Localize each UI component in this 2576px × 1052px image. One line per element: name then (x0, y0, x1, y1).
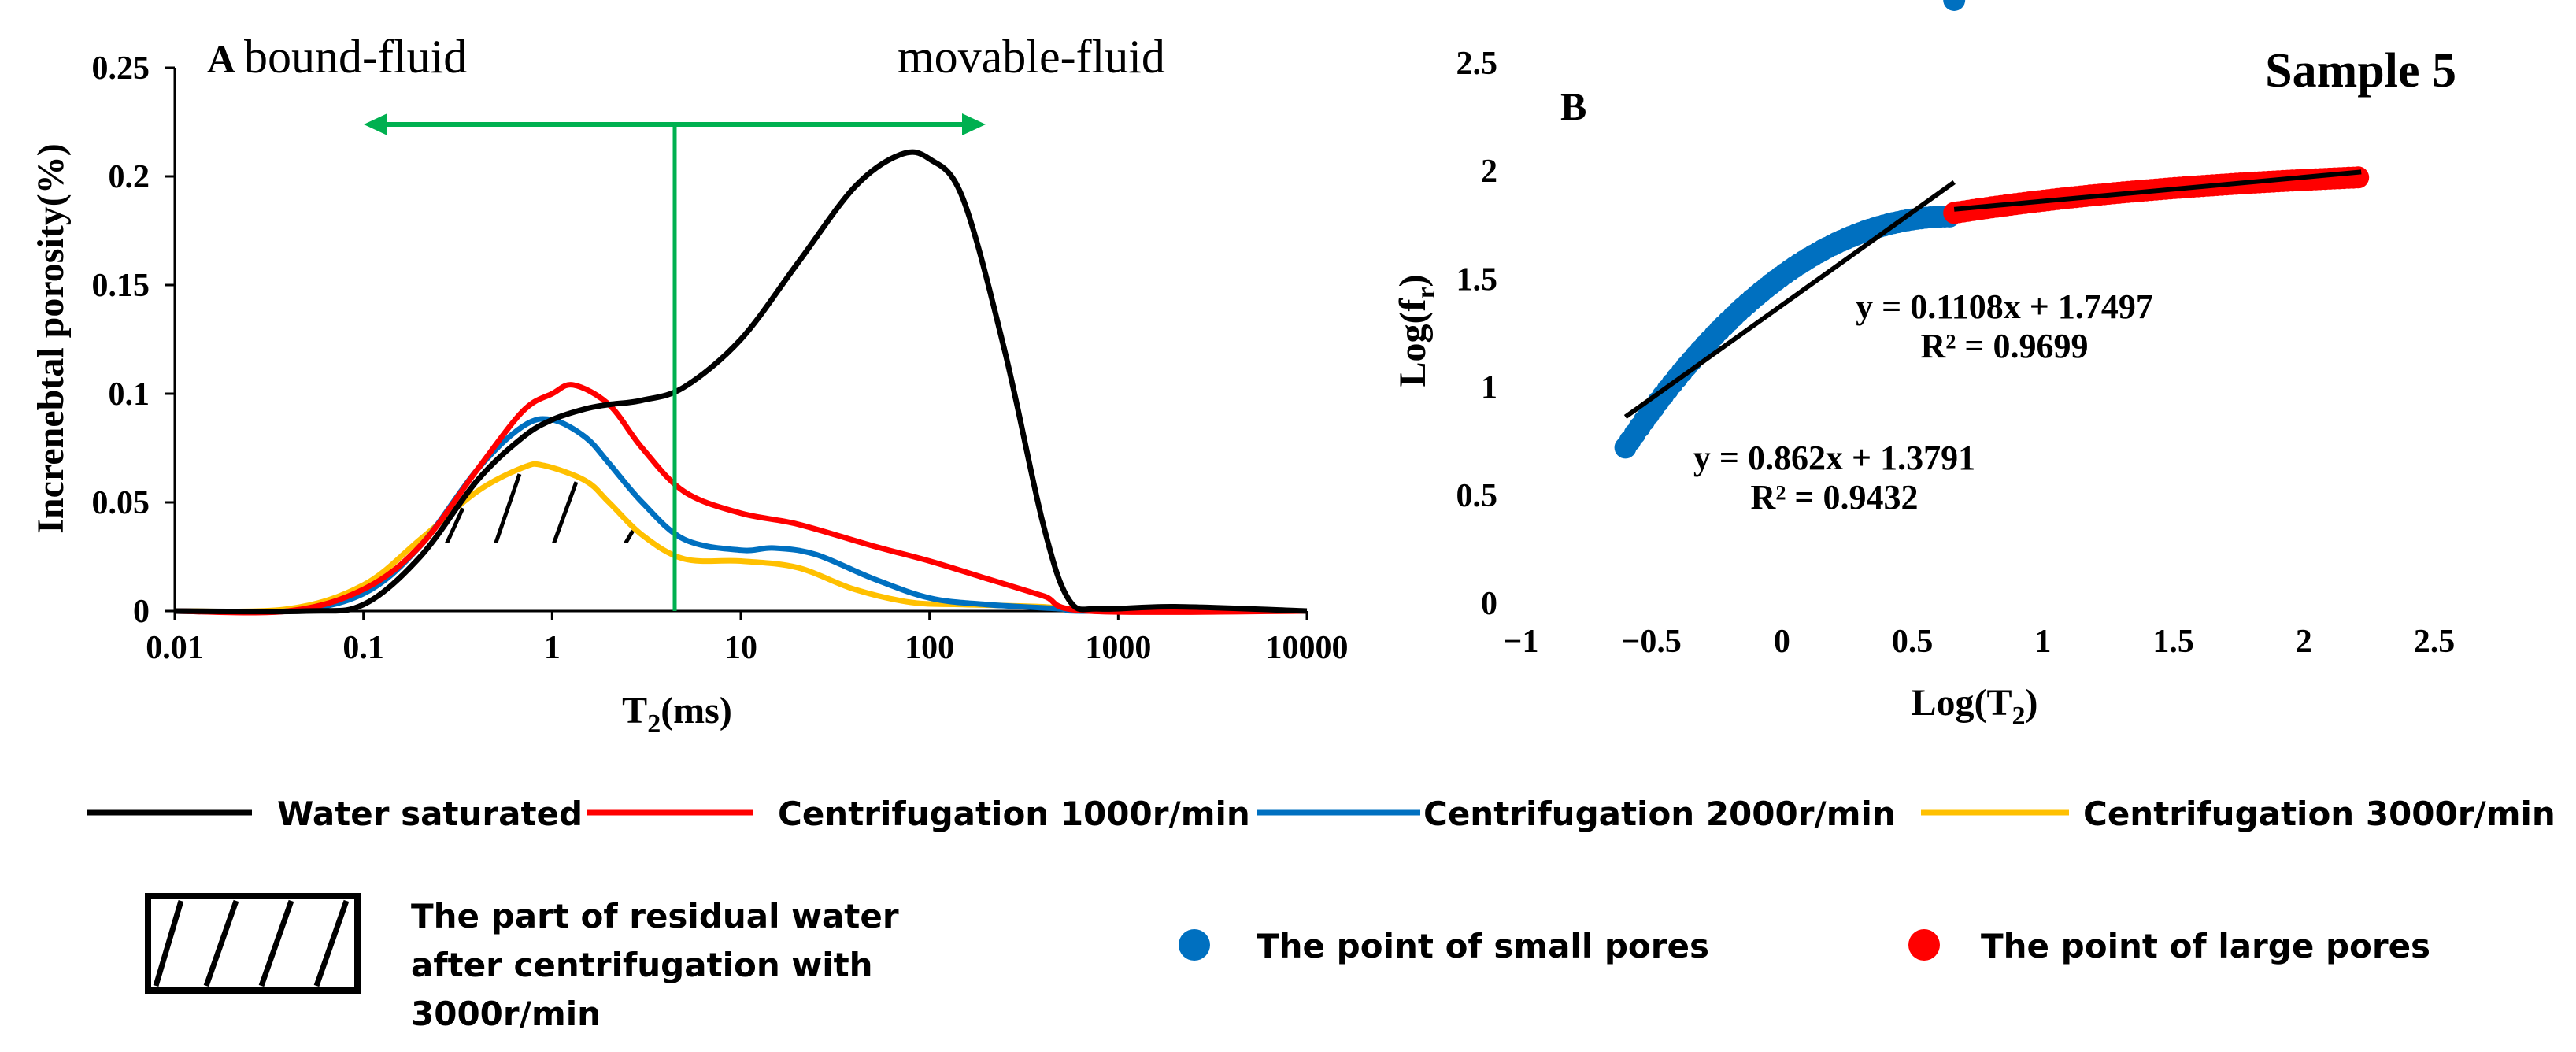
panel-b-xtick-label: 2.5 (2414, 624, 2456, 660)
panel-a-axes: 0.01 0.1 1 10 100 1000 10000 0 0.05 0.1 0.15 0.2 0.2… (92, 50, 1349, 666)
legend-hatch-line1: The part of residual water (411, 897, 899, 935)
legend-marker-small-pores (1179, 929, 1210, 961)
panel-b-fits (1623, 169, 2362, 419)
panel-a-xtick-label: 100 (905, 630, 954, 666)
legend-hatch-line (153, 900, 184, 987)
hatch-line (642, 564, 690, 611)
panel-a-xlabel: T2(ms) (622, 690, 732, 739)
series-line (174, 461, 1308, 615)
panel-b-ytick-label: 0.5 (1456, 478, 1498, 514)
fit-line (1953, 169, 2362, 212)
legend-hatch-line (203, 899, 239, 987)
hatch-line (444, 507, 465, 543)
panel-a-ytick-label: 0.05 (92, 485, 150, 521)
arrow-right-head (962, 113, 986, 135)
panel-b-ytick-label: 2 (1481, 154, 1497, 190)
panel-b-xtick-label: 1 (2034, 624, 2051, 660)
panel-a-ytick-label: 0.1 (109, 376, 150, 413)
panel-a-ytick-label: 0.2 (109, 159, 150, 195)
panel-a: 0.01 0.1 1 10 100 1000 10000 0 0.05 0.1 0.15 0.2 0.2… (30, 31, 1349, 739)
panel-b-xtick-label: 0 (1774, 624, 1790, 660)
movable-fluid-label: movable-fluid (898, 31, 1165, 83)
series-line (174, 149, 1308, 615)
legend-label-3000: Centrifugation 3000r/min (2083, 795, 2556, 833)
panel-b-xtick-label: 1.5 (2152, 624, 2194, 660)
large-pore-point (2347, 166, 2370, 189)
hatch-line (551, 481, 579, 543)
panel-a-xtick-label: 1000 (1085, 630, 1151, 666)
panel-a-ytick-label: 0.25 (92, 50, 150, 87)
panel-b-xtick-label: 0.5 (1892, 624, 1934, 660)
legend-hatch-line2: after centrifugation with (411, 946, 873, 984)
arrow-left-head (364, 113, 387, 135)
panel-b-xtick-label: −0.5 (1621, 624, 1681, 660)
panel-b-points (1614, 0, 2370, 459)
residual-water-hatch (444, 473, 860, 611)
panel-b-letter: B (1560, 84, 1586, 128)
sample-title: Sample 5 (2265, 44, 2456, 98)
series-line (174, 382, 1308, 616)
legend-hatch-line (258, 899, 294, 987)
panel-a-xtick-label: 0.01 (146, 630, 204, 666)
panel-b-xlabel: Log(T2) (1912, 682, 2038, 731)
panel-b-axes: −1 −0.5 0 0.5 1 1.5 2 2.5 0 0.5 1 1.5 2 2.5 (1456, 46, 2456, 660)
fit-small-equation: y = 0.862x + 1.3791 (1693, 439, 1975, 477)
panel-a-xtick-label: 10 (724, 630, 757, 666)
legend-hatch-line3: 3000r/min (411, 995, 601, 1033)
hatch-line (756, 574, 803, 611)
panel-b-xtick-label: −1 (1504, 624, 1539, 660)
legend-hatch-lines (153, 899, 350, 987)
legend-label-small-pores: The point of small pores (1257, 927, 1709, 965)
panel-b: −1 −0.5 0 0.5 1 1.5 2 2.5 0 0.5 1 1.5 2 2.5 B Sample … (1392, 0, 2456, 731)
panel-a-letter: A (207, 37, 235, 81)
panel-a-ytick-label: 0 (133, 594, 150, 630)
fit-large-equation: y = 0.1108x + 1.7497 (1856, 287, 2153, 326)
legend-label-large-pores: The point of large pores (1981, 927, 2430, 965)
bound-fluid-label: bound-fluid (244, 31, 467, 83)
panel-a-ylabel: Increnebtal porosity(%) (30, 143, 72, 534)
panel-b-ylabel: Log(fr) (1392, 274, 1441, 387)
panel-a-ytick-label: 0.15 (92, 268, 150, 304)
legend-label-1000: Centrifugation 1000r/min (778, 795, 1250, 833)
panel-b-ytick-label: 1 (1481, 370, 1497, 406)
legend: Water saturated Centrifugation 1000r/min… (87, 795, 2556, 1033)
panel-a-xtick-label: 1 (544, 630, 561, 666)
hatch-line (493, 473, 522, 543)
panel-b-ytick-label: 0 (1481, 586, 1497, 622)
fit-line (1623, 180, 1956, 419)
small-pore-point (1943, 0, 1966, 11)
panel-b-ytick-label: 2.5 (1456, 46, 1498, 82)
hatch-line (812, 595, 860, 611)
hatch-line (699, 566, 746, 611)
panel-a-xtick-label: 0.1 (342, 630, 384, 666)
fit-small-r2: R² = 0.9432 (1750, 478, 1918, 517)
legend-hatch-line (313, 899, 350, 987)
legend-marker-large-pores (1908, 929, 1940, 961)
legend-hatch-box (145, 893, 361, 994)
panel-a-series (174, 149, 1308, 616)
legend-label-2000: Centrifugation 2000r/min (1423, 795, 1896, 833)
legend-label-water: Water saturated (277, 795, 583, 833)
panel-b-xtick-label: 2 (2296, 624, 2312, 660)
fit-large-r2: R² = 0.9699 (1920, 327, 2088, 365)
panel-b-ytick-label: 1.5 (1456, 261, 1498, 298)
hatch-line (623, 529, 635, 543)
panel-a-xtick-label: 10000 (1266, 630, 1349, 666)
